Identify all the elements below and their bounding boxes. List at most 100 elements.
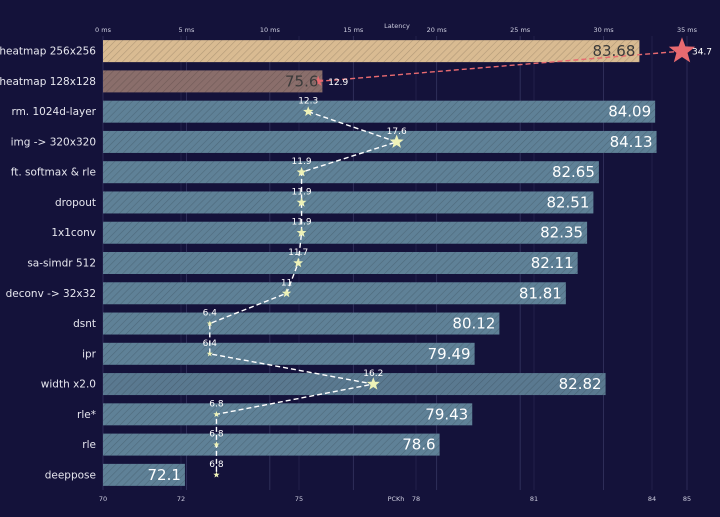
bar-hatch	[103, 221, 588, 244]
latency-label-heatmap-128x128: 12.9	[328, 78, 348, 88]
latency-label-deeppose: 6.8	[209, 460, 224, 470]
value-label-rm-1024d-layer: 84.09	[608, 103, 651, 121]
bar-hatch	[103, 433, 440, 456]
bar-ipr	[103, 342, 475, 365]
latency-label-width-x2-0: 16.2	[363, 369, 383, 379]
bar-deconv-32x32	[103, 282, 566, 305]
value-label-heatmap-256x256: 83.68	[592, 42, 635, 60]
bar-hatch	[103, 312, 500, 335]
latency-star-heatmap-128x128	[312, 75, 324, 86]
value-label-ft-softmax-rle: 82.65	[552, 163, 595, 181]
bar-hatch	[103, 403, 473, 426]
latency-star-sa-simdr-512	[293, 257, 304, 268]
latency-star-heatmap-256x256	[668, 37, 696, 63]
category-label-dsnt: dsnt	[73, 318, 96, 330]
x2-tick-label-6: 30 ms	[594, 26, 615, 34]
value-label-width-x2-0: 82.82	[559, 375, 602, 393]
latency-label-heatmap-256x256: 34.7	[692, 48, 712, 58]
x2-tick-label-4: 20 ms	[427, 26, 448, 34]
x2-tick-label-0: 0 ms	[95, 26, 112, 34]
latency-star-rle	[213, 411, 220, 417]
x-tick-label-0: 70	[99, 495, 107, 503]
axes: 0 ms 5 ms 10 ms 15 ms 20 ms 25 ms 30 ms 35 ms 70…	[95, 26, 698, 503]
latency-star-dsnt	[206, 320, 213, 327]
latency-label-img-320x320: 17.6	[387, 127, 407, 137]
bar-heatmap-256x256	[103, 40, 640, 63]
category-label-rm-1024d-layer: rm. 1024d-layer	[11, 106, 96, 118]
bar-hatch	[103, 70, 323, 93]
bar-rle	[103, 403, 473, 426]
x2-tick-label-3: 15 ms	[343, 26, 364, 34]
latency-star-img-320x320	[389, 134, 404, 148]
x-tick-label-6: 85	[683, 495, 691, 503]
x2-tick-label-2: 10 ms	[260, 26, 281, 34]
latency-markers	[206, 37, 696, 478]
category-label-deeppose: deeppose	[45, 469, 96, 481]
latency-label-dsnt: 6.4	[203, 309, 218, 319]
bar-hatch	[103, 282, 566, 305]
latency-label-sa-simdr-512: 11.7	[288, 248, 308, 258]
latency-label-1x1conv: 11.9	[292, 218, 312, 228]
x2-tick-label-5: 25 ms	[510, 26, 531, 34]
bar-hatch	[103, 463, 185, 486]
category-label-heatmap-128x128: heatmap 128x128	[0, 76, 96, 88]
bar-deeppose	[103, 463, 185, 486]
category-label-ft-softmax-rle: ft. softmax & rle	[11, 167, 96, 179]
value-label-1x1conv: 82.35	[540, 224, 583, 242]
category-label-sa-simdr-512: sa-simdr 512	[27, 258, 96, 270]
category-label-heatmap-256x256: heatmap 256x256	[0, 46, 96, 58]
x-tick-label-3: 78	[412, 495, 420, 503]
latency-star-1x1conv	[296, 227, 307, 237]
bar-dsnt	[103, 312, 500, 335]
bar-hatch	[103, 130, 657, 153]
bar-hatch	[103, 191, 594, 214]
x-tick-label-2: 75	[295, 495, 303, 503]
latency-label-deconv-32x32: 11	[281, 278, 292, 288]
latency-label-dropout: 11.9	[292, 187, 312, 197]
bar-sa-simdr-512	[103, 252, 578, 274]
bar-rm-1024d-layer	[103, 100, 656, 123]
bar-hatch	[103, 373, 606, 396]
bar-1x1conv	[103, 221, 588, 244]
bar-hatch	[103, 342, 475, 365]
latency-star-rle	[213, 441, 220, 448]
x2-axis-label: Latency	[384, 22, 410, 30]
value-label-heatmap-128x128: 75.6	[285, 72, 318, 90]
latency-star-deconv-32x32	[281, 288, 292, 298]
value-label-dsnt: 80.12	[452, 315, 495, 333]
labels: heatmap 256x256 heatmap 128x128 rm. 1024d-…	[0, 42, 712, 484]
latency-star-rm-1024d-layer	[303, 106, 314, 116]
x-tick-label-4: 81	[530, 495, 538, 503]
latency-label-ipr: 6.4	[203, 339, 218, 349]
bar-ft-softmax-rle	[103, 161, 599, 184]
bar-img-320x320	[103, 130, 657, 153]
category-label-width-x2-0: width x2.0	[41, 379, 96, 391]
latency-star-ft-softmax-rle	[296, 167, 307, 177]
bar-hatch	[103, 161, 599, 184]
latency-star-ipr	[206, 350, 213, 357]
category-label-rle: rle	[82, 439, 96, 451]
category-label-dropout: dropout	[55, 197, 96, 209]
bar-hatch	[103, 40, 640, 63]
x-tick-label-1: 72	[177, 495, 185, 503]
bars	[103, 40, 657, 486]
bar-width-x2-0	[103, 373, 606, 396]
value-label-ipr: 79.49	[428, 345, 471, 363]
latency-star-width-x2-0	[366, 377, 380, 390]
category-label-rle: rle*	[77, 409, 96, 421]
latency-star-deeppose	[213, 471, 220, 478]
latency-label-rle: 6.8	[209, 430, 224, 440]
value-label-img-320x320: 84.13	[610, 133, 653, 151]
x-axis-label: PCKh	[388, 495, 405, 503]
category-label-deconv-32x32: deconv -> 32x32	[6, 288, 96, 300]
category-label-img-320x320: img -> 320x320	[11, 136, 96, 148]
latency-label-ft-softmax-rle: 11.9	[292, 157, 312, 167]
x-tick-label-5: 84	[648, 495, 656, 503]
latency-label-rm-1024d-layer: 12.3	[298, 97, 318, 107]
value-label-sa-simdr-512: 82.11	[531, 254, 574, 272]
latency-label-rle: 6.8	[209, 399, 224, 409]
value-label-deeppose: 72.1	[148, 466, 181, 484]
category-label-ipr: ipr	[82, 348, 97, 360]
x2-tick-label-1: 5 ms	[178, 26, 195, 34]
